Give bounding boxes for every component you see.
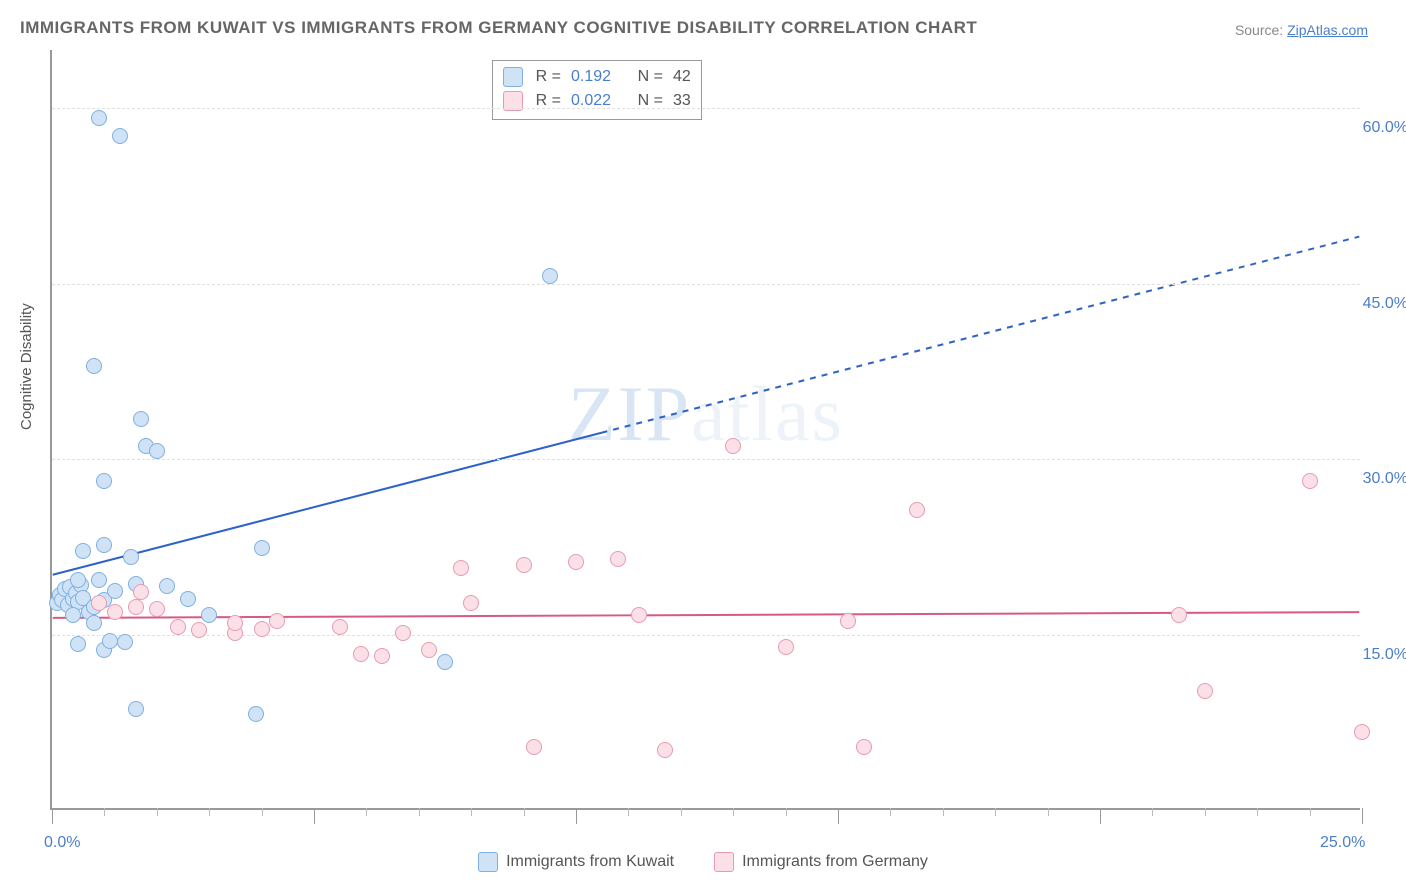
data-point-germany <box>631 607 647 623</box>
data-point-kuwait <box>254 540 270 556</box>
r-label: R = <box>533 68 561 86</box>
n-label: N = <box>635 92 663 110</box>
data-point-kuwait <box>96 537 112 553</box>
data-point-germany <box>1197 683 1213 699</box>
data-point-germany <box>191 622 207 638</box>
data-point-kuwait <box>86 615 102 631</box>
germany-legend-label: Immigrants from Germany <box>742 853 928 871</box>
data-point-germany <box>374 648 390 664</box>
data-point-germany <box>463 595 479 611</box>
data-point-germany <box>778 639 794 655</box>
trendlines-svg <box>52 50 1360 808</box>
data-point-germany <box>526 739 542 755</box>
stats-row-kuwait: R = 0.192 N = 42 <box>503 65 691 89</box>
germany-swatch <box>714 852 734 872</box>
data-point-kuwait <box>437 654 453 670</box>
kuwait-legend-label: Immigrants from Kuwait <box>506 853 674 871</box>
data-point-germany <box>453 560 469 576</box>
data-point-germany <box>128 599 144 615</box>
x-axis-max-label: 25.0% <box>1320 834 1365 852</box>
data-point-kuwait <box>65 607 81 623</box>
y-axis-label: Cognitive Disability <box>18 303 35 430</box>
data-point-germany <box>1302 473 1318 489</box>
chart-title: IMMIGRANTS FROM KUWAIT VS IMMIGRANTS FRO… <box>20 18 977 38</box>
y-tick-label: 60.0% <box>1363 119 1406 137</box>
data-point-kuwait <box>70 636 86 652</box>
source-attribution: Source: ZipAtlas.com <box>1235 22 1368 38</box>
data-point-kuwait <box>75 543 91 559</box>
data-point-germany <box>421 642 437 658</box>
data-point-germany <box>395 625 411 641</box>
bottom-legend: Immigrants from Kuwait Immigrants from G… <box>0 852 1406 872</box>
data-point-kuwait <box>70 572 86 588</box>
germany-r-value: 0.022 <box>571 92 625 110</box>
data-point-germany <box>725 438 741 454</box>
data-point-kuwait <box>128 701 144 717</box>
data-point-germany <box>657 742 673 758</box>
kuwait-r-value: 0.192 <box>571 68 625 86</box>
data-point-germany <box>332 619 348 635</box>
data-point-germany <box>568 554 584 570</box>
data-point-kuwait <box>133 411 149 427</box>
legend-item-germany: Immigrants from Germany <box>714 852 928 872</box>
source-link[interactable]: ZipAtlas.com <box>1287 22 1368 38</box>
data-point-germany <box>856 739 872 755</box>
data-point-kuwait <box>107 583 123 599</box>
data-point-germany <box>1171 607 1187 623</box>
kuwait-swatch <box>503 67 523 87</box>
data-point-germany <box>516 557 532 573</box>
data-point-kuwait <box>112 128 128 144</box>
data-point-kuwait <box>91 572 107 588</box>
data-point-germany <box>149 601 165 617</box>
y-tick-label: 45.0% <box>1363 295 1406 313</box>
data-point-germany <box>170 619 186 635</box>
data-point-germany <box>909 502 925 518</box>
data-point-kuwait <box>248 706 264 722</box>
data-point-kuwait <box>149 443 165 459</box>
data-point-kuwait <box>201 607 217 623</box>
watermark-zip: ZIP <box>568 370 691 457</box>
data-point-kuwait <box>123 549 139 565</box>
source-label: Source: <box>1235 22 1283 38</box>
data-point-germany <box>133 584 149 600</box>
data-point-kuwait <box>159 578 175 594</box>
data-point-germany <box>1354 724 1370 740</box>
data-point-germany <box>840 613 856 629</box>
kuwait-swatch <box>478 852 498 872</box>
scatter-plot-area: ZIPatlas R = 0.192 N = 42 R = 0.022 N = … <box>50 50 1360 810</box>
data-point-germany <box>610 551 626 567</box>
data-point-kuwait <box>86 358 102 374</box>
data-point-germany <box>107 604 123 620</box>
data-point-germany <box>353 646 369 662</box>
r-label: R = <box>533 92 561 110</box>
y-tick-label: 15.0% <box>1363 646 1406 664</box>
watermark: ZIPatlas <box>568 369 844 459</box>
stats-legend-box: R = 0.192 N = 42 R = 0.022 N = 33 <box>492 60 702 120</box>
n-label: N = <box>635 68 663 86</box>
watermark-atlas: atlas <box>691 370 844 457</box>
data-point-kuwait <box>117 634 133 650</box>
kuwait-n-value: 42 <box>673 68 691 86</box>
data-point-kuwait <box>91 110 107 126</box>
data-point-germany <box>254 621 270 637</box>
data-point-kuwait <box>180 591 196 607</box>
legend-item-kuwait: Immigrants from Kuwait <box>478 852 674 872</box>
germany-n-value: 33 <box>673 92 691 110</box>
data-point-germany <box>227 615 243 631</box>
y-tick-label: 30.0% <box>1363 470 1406 488</box>
data-point-germany <box>91 595 107 611</box>
data-point-germany <box>269 613 285 629</box>
data-point-kuwait <box>102 633 118 649</box>
data-point-kuwait <box>542 268 558 284</box>
x-axis-min-label: 0.0% <box>44 834 80 852</box>
data-point-kuwait <box>96 473 112 489</box>
